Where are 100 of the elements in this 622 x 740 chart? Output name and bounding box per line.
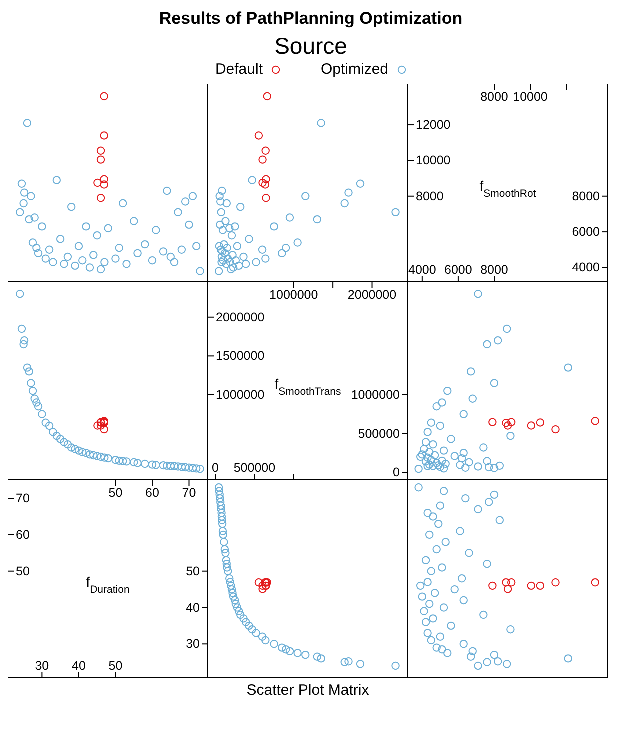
point: [240, 252, 248, 262]
point: [60, 438, 68, 446]
point: [262, 254, 270, 263]
point: [23, 364, 32, 372]
point: [258, 585, 267, 594]
point: [174, 462, 182, 471]
point: [226, 224, 234, 233]
point: [20, 336, 29, 345]
point: [222, 260, 231, 268]
point: [424, 509, 432, 518]
y-tick-label: 60: [16, 528, 30, 542]
point: [96, 156, 106, 164]
point: [232, 256, 240, 265]
point: [591, 578, 600, 587]
point: [427, 567, 436, 576]
point: [447, 435, 456, 444]
point: [222, 217, 230, 226]
point: [96, 194, 106, 202]
y2-tick-label: 1000000: [351, 388, 400, 402]
point: [185, 464, 194, 472]
x-tick-label: 30: [35, 659, 50, 673]
point: [227, 265, 236, 274]
point: [488, 582, 497, 590]
y-tick-label: 1000000: [216, 388, 265, 402]
point: [163, 462, 172, 470]
point: [228, 251, 237, 260]
point: [96, 146, 106, 155]
point: [426, 448, 434, 456]
point: [317, 654, 326, 663]
point: [442, 460, 450, 468]
x-tick-label: 40: [72, 659, 86, 673]
point: [52, 432, 61, 440]
point: [456, 527, 464, 536]
annotation: f$_{SmoothRot}$: [480, 178, 536, 200]
point: [218, 252, 226, 262]
point: [68, 444, 76, 452]
point: [460, 449, 468, 458]
point: [56, 235, 65, 244]
point: [34, 249, 43, 258]
point: [78, 256, 87, 265]
point: [508, 578, 516, 587]
point: [20, 188, 29, 197]
point: [49, 428, 58, 436]
point: [313, 215, 322, 224]
point: [258, 246, 267, 254]
point: [564, 654, 572, 663]
point: [220, 240, 228, 249]
point: [20, 340, 28, 349]
point: [436, 502, 445, 510]
point: [490, 379, 499, 388]
point: [16, 290, 24, 298]
text: Results of PathPlanning Optimization: [158, 8, 464, 30]
point: [228, 589, 237, 598]
point: [82, 449, 90, 458]
point: [506, 625, 515, 634]
point: [232, 600, 240, 608]
point: [216, 502, 226, 510]
point: [122, 260, 131, 268]
point: [185, 220, 194, 230]
point: [178, 246, 186, 254]
point: [474, 290, 482, 298]
point: [414, 484, 423, 492]
x2-tick-label: 2000000: [348, 288, 397, 302]
point: [416, 452, 425, 462]
point: [216, 198, 225, 206]
point: [261, 180, 270, 189]
point: [496, 516, 504, 524]
point: [231, 222, 240, 231]
point: [100, 454, 109, 462]
point: [294, 238, 302, 247]
point: [181, 198, 190, 206]
point: [64, 252, 72, 262]
point: [96, 452, 106, 462]
point: [496, 462, 504, 470]
point: [82, 222, 90, 231]
point: [447, 622, 456, 630]
point: [430, 589, 440, 598]
point: [302, 650, 310, 660]
point: [248, 176, 256, 184]
point: [218, 520, 227, 528]
point: [218, 509, 226, 518]
point: [466, 368, 476, 376]
point: [20, 199, 28, 208]
point: [424, 578, 432, 586]
point: [465, 549, 474, 558]
point: [245, 622, 254, 630]
point: [490, 650, 499, 660]
point: [148, 256, 157, 265]
point: [181, 463, 190, 472]
point: [527, 582, 536, 590]
point: [468, 647, 477, 656]
point: [216, 192, 224, 200]
point: [242, 618, 250, 626]
point: [344, 658, 353, 666]
point: [45, 422, 54, 430]
point: [270, 640, 278, 648]
point: [564, 364, 572, 372]
point: [313, 652, 322, 661]
point: [104, 454, 112, 463]
x2-tick-label: 8000: [480, 90, 508, 104]
